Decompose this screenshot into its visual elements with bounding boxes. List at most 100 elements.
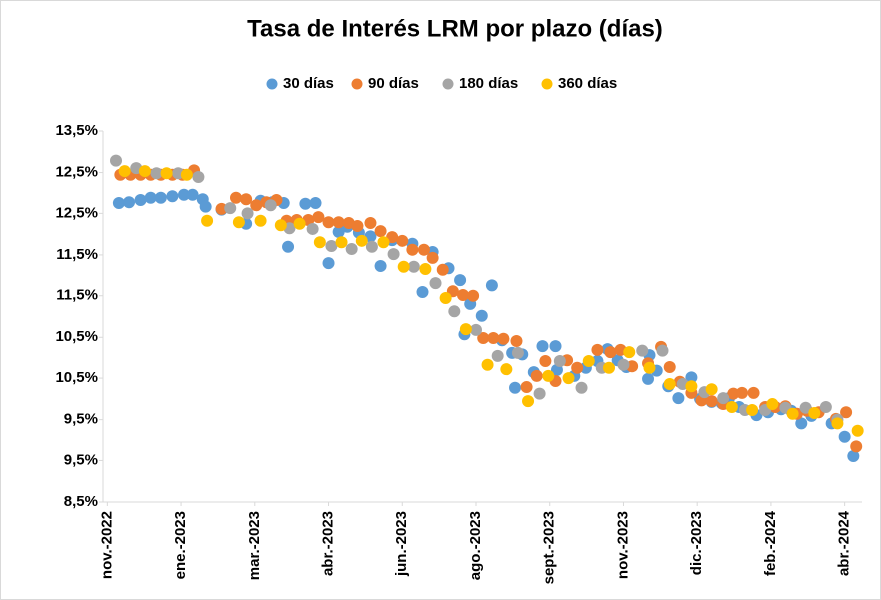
legend-label: 30 días — [283, 75, 334, 92]
x-tick-label: abr.-2024 — [836, 510, 853, 576]
point — [786, 407, 799, 420]
point — [571, 361, 584, 374]
point — [808, 406, 821, 419]
point — [312, 211, 325, 224]
y-tick-label: 11,5% — [56, 287, 98, 304]
point — [847, 449, 860, 462]
point — [705, 395, 718, 408]
point — [591, 343, 604, 356]
point — [530, 369, 543, 382]
point — [727, 387, 740, 400]
point — [851, 424, 864, 437]
point — [386, 231, 399, 244]
point — [364, 217, 377, 230]
point — [240, 193, 253, 206]
point — [603, 361, 615, 374]
point — [510, 334, 523, 347]
point — [604, 346, 617, 359]
legend-marker — [541, 78, 553, 90]
point — [160, 167, 173, 180]
point — [533, 387, 546, 400]
point — [582, 355, 595, 368]
point — [232, 216, 245, 229]
point — [299, 197, 312, 210]
point — [397, 260, 410, 273]
y-tick-label: 12,5% — [55, 164, 98, 181]
y-tick-label: 10,5% — [55, 328, 98, 345]
point — [332, 216, 345, 229]
point — [642, 372, 655, 385]
point — [456, 288, 469, 301]
point — [487, 332, 500, 345]
y-tick-label: 13,5% — [55, 122, 98, 139]
point — [549, 340, 562, 353]
x-tick-label: nov.-2023 — [614, 511, 631, 579]
point — [417, 243, 430, 256]
y-tick-label: 10,5% — [55, 369, 98, 386]
x-tick-label: abr.-2023 — [320, 511, 337, 576]
point — [322, 257, 335, 270]
point — [387, 248, 400, 261]
point — [118, 165, 131, 178]
legend-label: 360 días — [558, 75, 617, 92]
point — [746, 403, 759, 416]
point — [215, 202, 228, 215]
point — [154, 191, 167, 204]
point — [264, 199, 277, 212]
point — [819, 401, 832, 414]
point — [725, 401, 738, 414]
x-tick-label: dic.-2023 — [688, 511, 705, 575]
point — [542, 369, 555, 382]
point — [436, 263, 449, 276]
point — [374, 260, 387, 273]
point — [166, 190, 179, 203]
point — [293, 217, 306, 230]
x-tick-label: feb.-2024 — [762, 510, 779, 576]
point — [406, 243, 419, 256]
point — [250, 199, 263, 212]
point — [345, 242, 358, 255]
y-tick-label: 9,5% — [64, 411, 98, 428]
point — [643, 361, 656, 374]
point — [150, 167, 163, 180]
point — [497, 332, 510, 345]
point — [282, 240, 295, 253]
point — [850, 440, 863, 453]
point — [623, 346, 636, 359]
point — [795, 417, 808, 430]
point — [509, 381, 522, 394]
point — [799, 401, 812, 414]
legend-label: 180 días — [459, 75, 518, 92]
x-tick-label: jun.-2023 — [393, 511, 410, 577]
point — [241, 207, 254, 220]
x-tick-label: nov.-2022 — [98, 511, 115, 579]
point — [254, 214, 267, 227]
point — [309, 196, 322, 209]
point — [134, 194, 147, 207]
point — [199, 200, 212, 213]
point — [365, 240, 378, 253]
point — [419, 263, 432, 276]
point — [322, 216, 335, 229]
point — [663, 360, 676, 373]
point — [192, 171, 205, 184]
point — [454, 274, 467, 287]
point — [325, 240, 338, 253]
legend-label: 90 días — [368, 75, 419, 92]
point — [123, 196, 136, 209]
point — [475, 309, 488, 322]
legend-marker — [266, 78, 278, 90]
point — [522, 395, 535, 408]
point — [685, 380, 698, 393]
x-tick-label: ago.-2023 — [467, 511, 484, 580]
point — [335, 236, 348, 249]
x-tick-label: sept.-2023 — [541, 511, 558, 584]
point — [617, 358, 630, 371]
point — [539, 355, 552, 368]
point — [672, 392, 685, 405]
point — [469, 323, 482, 336]
point — [448, 305, 461, 318]
point — [429, 277, 442, 290]
point — [313, 236, 326, 249]
